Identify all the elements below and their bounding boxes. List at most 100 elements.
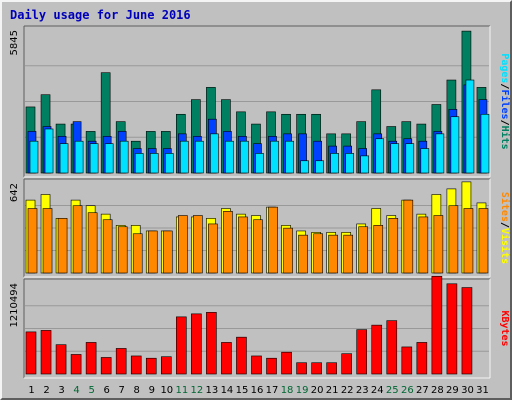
bar-kbytes-day-14 xyxy=(221,342,232,375)
bar-sites-day-10 xyxy=(162,230,173,274)
day-label-15: 15 xyxy=(236,385,249,396)
panel-top-ymax-label: 5845 xyxy=(9,30,20,55)
bar-pages-day-16 xyxy=(255,153,264,174)
bar-kbytes-day-25 xyxy=(386,320,398,375)
bar-sites-day-7 xyxy=(117,226,128,274)
bar-sites-day-23 xyxy=(358,226,369,274)
day-label-22: 22 xyxy=(341,385,354,396)
bar-pages-day-9 xyxy=(149,153,159,174)
bar-sites-day-19 xyxy=(298,234,308,274)
bar-sites-day-26 xyxy=(403,199,414,274)
bar-pages-day-28 xyxy=(435,133,445,174)
day-label-11: 11 xyxy=(175,385,188,396)
chart-title: Daily usage for June 2016 xyxy=(10,8,191,22)
bar-pages-day-20 xyxy=(315,160,324,174)
legend-entry: Files xyxy=(499,89,511,119)
bar-pages-day-23 xyxy=(360,155,370,174)
legend-entry: KBytes xyxy=(499,310,510,346)
bar-pages-day-3 xyxy=(59,143,69,174)
bar-sites-day-30 xyxy=(463,208,474,274)
bar-kbytes-day-15 xyxy=(236,336,247,375)
bar-sites-day-9 xyxy=(147,230,158,274)
bar-sites-day-5 xyxy=(87,212,98,274)
day-label-16: 16 xyxy=(251,385,264,396)
day-label-2: 2 xyxy=(43,385,49,396)
bar-pages-day-21 xyxy=(330,153,339,174)
bar-kbytes-day-17 xyxy=(266,357,277,375)
bar-pages-day-25 xyxy=(390,143,400,174)
bar-kbytes-day-18 xyxy=(281,351,292,375)
bar-sites-day-18 xyxy=(283,227,293,274)
bar-sites-day-31 xyxy=(478,208,489,274)
day-label-9: 9 xyxy=(149,385,155,396)
bar-sites-day-11 xyxy=(178,215,188,274)
bar-sites-day-3 xyxy=(57,218,68,274)
bar-sites-day-29 xyxy=(448,205,459,274)
legend-entry: Hits xyxy=(499,126,511,150)
bar-sites-day-22 xyxy=(343,234,353,274)
bar-pages-day-19 xyxy=(300,160,309,174)
bar-pages-day-7 xyxy=(119,140,129,174)
bar-sites-day-24 xyxy=(373,225,384,274)
bar-kbytes-day-4 xyxy=(70,354,82,375)
bar-pages-day-14 xyxy=(225,140,234,174)
bar-kbytes-day-23 xyxy=(356,329,368,375)
bar-sites-day-8 xyxy=(132,233,143,274)
bar-kbytes-day-27 xyxy=(416,342,428,375)
bar-sites-day-17 xyxy=(268,206,278,274)
panel-middle-legend: Sites/Visits xyxy=(499,192,511,264)
day-label-18: 18 xyxy=(281,385,294,396)
bar-kbytes-day-16 xyxy=(251,355,262,375)
day-label-10: 10 xyxy=(160,385,173,396)
day-label-29: 29 xyxy=(446,385,459,396)
day-label-31: 31 xyxy=(476,385,489,396)
bar-pages-day-10 xyxy=(164,153,174,174)
bar-pages-day-4 xyxy=(74,140,84,174)
day-label-25: 25 xyxy=(386,385,399,396)
bar-pages-day-12 xyxy=(195,140,204,174)
bar-kbytes-day-10 xyxy=(160,356,172,375)
bar-pages-day-27 xyxy=(420,148,430,174)
bar-sites-day-16 xyxy=(253,219,263,274)
day-label-6: 6 xyxy=(103,385,109,396)
bar-kbytes-day-11 xyxy=(176,316,187,375)
day-label-24: 24 xyxy=(371,385,384,396)
bar-sites-day-1 xyxy=(27,208,38,274)
day-label-13: 13 xyxy=(206,385,219,396)
bar-sites-day-15 xyxy=(238,216,248,274)
bar-sites-day-20 xyxy=(313,233,323,274)
panel-bottom-legend: KBytes xyxy=(499,310,510,346)
bar-sites-day-25 xyxy=(388,218,399,274)
bar-pages-day-30 xyxy=(465,79,475,174)
legend-entry: / xyxy=(499,222,510,228)
bar-sites-day-12 xyxy=(193,215,203,274)
day-label-5: 5 xyxy=(88,385,94,396)
bar-sites-day-14 xyxy=(223,211,233,274)
day-label-28: 28 xyxy=(431,385,444,396)
panel-middle-ymax-label: 642 xyxy=(9,183,20,202)
panel-bottom-ymax-label: 1210494 xyxy=(9,283,20,328)
bar-kbytes-day-26 xyxy=(401,346,413,375)
day-label-12: 12 xyxy=(191,385,204,396)
panel-top-legend: Pages/Files/Hits xyxy=(499,53,511,149)
day-label-19: 19 xyxy=(296,385,309,396)
bar-kbytes-day-8 xyxy=(130,355,142,375)
bar-pages-day-8 xyxy=(134,153,144,174)
bar-sites-day-28 xyxy=(433,215,444,274)
bar-kbytes-day-1 xyxy=(25,331,37,375)
bar-pages-day-26 xyxy=(405,143,415,174)
day-label-23: 23 xyxy=(356,385,369,396)
bar-pages-day-1 xyxy=(29,140,39,174)
bar-sites-day-13 xyxy=(208,223,218,274)
bar-pages-day-5 xyxy=(89,143,99,174)
bar-kbytes-day-6 xyxy=(100,357,112,375)
bar-kbytes-day-30 xyxy=(461,287,473,375)
bar-kbytes-day-3 xyxy=(55,344,67,375)
bar-sites-day-21 xyxy=(328,234,338,274)
day-label-1: 1 xyxy=(28,385,34,396)
bar-kbytes-day-28 xyxy=(431,275,443,375)
bar-pages-day-24 xyxy=(375,138,385,174)
day-label-26: 26 xyxy=(401,385,414,396)
bar-sites-day-2 xyxy=(42,208,53,274)
bar-kbytes-day-7 xyxy=(115,348,127,375)
